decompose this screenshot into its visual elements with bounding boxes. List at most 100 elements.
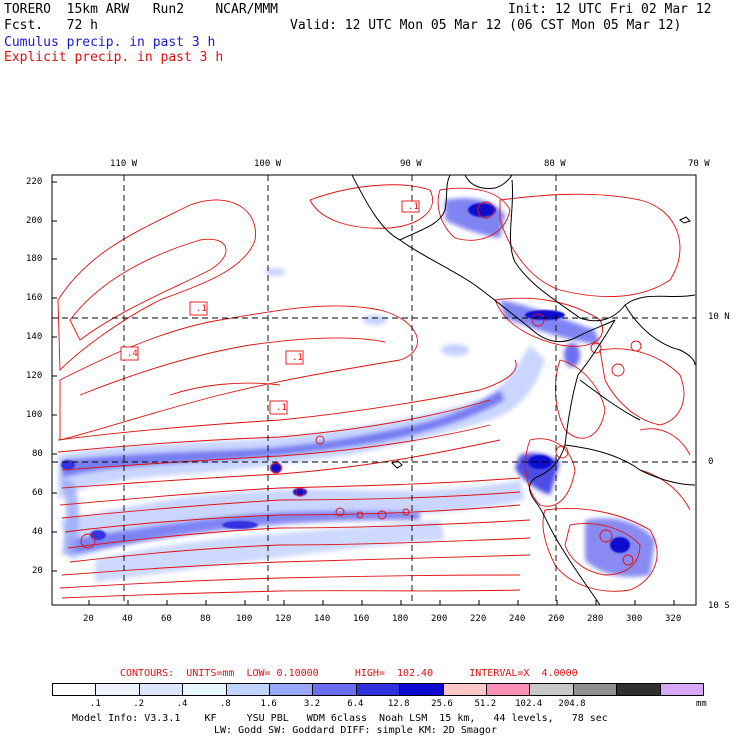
contour-cell bbox=[377, 510, 387, 520]
core bbox=[525, 310, 565, 320]
y-tick-label: 120 bbox=[26, 371, 43, 381]
coast-amazon bbox=[624, 304, 696, 366]
precip-patch bbox=[265, 268, 285, 276]
lat-label-0: 0 bbox=[708, 457, 714, 467]
coastline bbox=[351, 174, 696, 606]
core bbox=[468, 203, 496, 217]
model-name: TORERO bbox=[4, 2, 51, 17]
contour-low: LOW= 0.10000 bbox=[246, 668, 319, 679]
y-tick-label: 40 bbox=[32, 527, 43, 537]
precip-map bbox=[51, 174, 697, 606]
contour-cell bbox=[622, 554, 634, 566]
colorbar-swatch bbox=[530, 684, 574, 695]
contour-cell bbox=[402, 508, 410, 516]
core bbox=[270, 463, 282, 473]
precip-patch bbox=[363, 315, 387, 325]
contour bbox=[57, 399, 491, 453]
colorbar-label: 51.2 bbox=[474, 699, 497, 709]
init-time: Init: 12 UTC Fri 02 Mar 12 bbox=[508, 2, 712, 17]
contour bbox=[67, 519, 531, 549]
itcz-south-band-light bbox=[60, 480, 525, 560]
core bbox=[222, 521, 258, 529]
lat-label-10s: 10 S bbox=[708, 601, 730, 611]
contour bbox=[61, 439, 501, 489]
contour bbox=[57, 359, 517, 441]
colorbar-label: 1.6 bbox=[260, 699, 277, 709]
model-info-line2: LW: Godd SW: Goddard DIFF: simple KM: 2D… bbox=[214, 725, 497, 736]
contour-label-box bbox=[120, 346, 139, 361]
x-tick-label: 320 bbox=[665, 614, 682, 624]
contour bbox=[61, 491, 521, 519]
x-tick-label: 100 bbox=[236, 614, 253, 624]
contour-interval: INTERVAL=X 4.0000 bbox=[469, 668, 578, 679]
coast-south-america-west bbox=[528, 319, 616, 606]
contour bbox=[309, 184, 433, 229]
contour bbox=[639, 469, 691, 511]
contour-high: HIGH= 102.40 bbox=[354, 668, 434, 679]
run-name: Run2 bbox=[152, 2, 185, 17]
contour-cell bbox=[80, 533, 96, 549]
colorbar-swatch bbox=[139, 684, 184, 695]
contour-label-4: .1 bbox=[276, 403, 287, 413]
x-tick-label: 220 bbox=[470, 614, 487, 624]
precip-patch bbox=[564, 343, 580, 367]
precip-patch bbox=[441, 344, 469, 356]
x-tick-label: 260 bbox=[548, 614, 565, 624]
contour-cell bbox=[270, 462, 282, 474]
fcst-hours: 72 h bbox=[66, 18, 98, 33]
explicit-precip-contours bbox=[57, 184, 691, 599]
colorbar-label: 102.4 bbox=[515, 699, 543, 709]
lat-label-10n: 10 N bbox=[708, 312, 730, 322]
colorbar-unit: mm bbox=[696, 699, 707, 709]
contour-cell bbox=[590, 342, 602, 354]
contour bbox=[69, 238, 227, 341]
contour-info: CONTOURS: UNITS=mm LOW= 0.10000 HIGH= 10… bbox=[120, 668, 578, 680]
contour bbox=[69, 537, 531, 563]
lon-label-90w: 90 W bbox=[400, 159, 422, 169]
contour bbox=[59, 305, 418, 441]
contour-units: UNITS=mm bbox=[186, 668, 235, 679]
colorbar-label: 25.6 bbox=[431, 699, 453, 709]
x-tick-label: 20 bbox=[83, 614, 94, 624]
contour bbox=[61, 589, 521, 599]
border bbox=[564, 444, 696, 486]
contour-cell bbox=[611, 363, 625, 377]
x-tick-label: 300 bbox=[626, 614, 643, 624]
colorbar-label: .1 bbox=[89, 699, 101, 709]
contour-cell bbox=[335, 507, 345, 517]
coast-caribbean bbox=[509, 179, 696, 322]
colorbar-swatch bbox=[356, 684, 401, 695]
colorbar-swatch bbox=[617, 684, 661, 695]
colorbar-label: .4 bbox=[176, 699, 188, 709]
colorbar-swatch bbox=[660, 684, 704, 695]
colorbar-swatch bbox=[573, 684, 618, 695]
y-tick-label: 60 bbox=[32, 488, 43, 498]
contour-info-label: CONTOURS: bbox=[120, 668, 175, 679]
x-tick-label: 200 bbox=[431, 614, 448, 624]
model-resolution: 15km ARW bbox=[66, 2, 130, 17]
header-model: TORERO 15km ARW Run2 NCAR/MMM bbox=[4, 2, 278, 17]
colorbar-swatch bbox=[487, 684, 531, 695]
colorbar-swatch bbox=[270, 684, 314, 695]
axis-ticks bbox=[52, 181, 675, 605]
contour-cell bbox=[295, 487, 305, 497]
contour bbox=[79, 337, 386, 396]
organization: NCAR/MMM bbox=[215, 2, 278, 17]
contour-label-2: .4 bbox=[127, 349, 138, 359]
colorbar-swatch bbox=[226, 684, 271, 695]
colorbar-label: 12.8 bbox=[387, 699, 410, 709]
latlon-grid bbox=[52, 175, 696, 605]
model-info-line1: Model Info: V3.3.1 KF YSU PBL WDM 6class… bbox=[72, 713, 608, 724]
contour-label-box bbox=[189, 301, 208, 316]
colorbar-label: 204.8 bbox=[558, 699, 586, 709]
lon-label-100w: 100 W bbox=[254, 159, 282, 169]
itcz-south-band-core bbox=[70, 510, 420, 555]
x-tick-label: 120 bbox=[275, 614, 292, 624]
contour bbox=[59, 574, 521, 589]
core bbox=[610, 537, 630, 553]
coast-yucatan bbox=[464, 174, 513, 189]
contour bbox=[57, 199, 256, 372]
lon-label-110w: 110 W bbox=[110, 159, 138, 169]
border bbox=[579, 379, 641, 421]
x-tick-label: 180 bbox=[392, 614, 409, 624]
